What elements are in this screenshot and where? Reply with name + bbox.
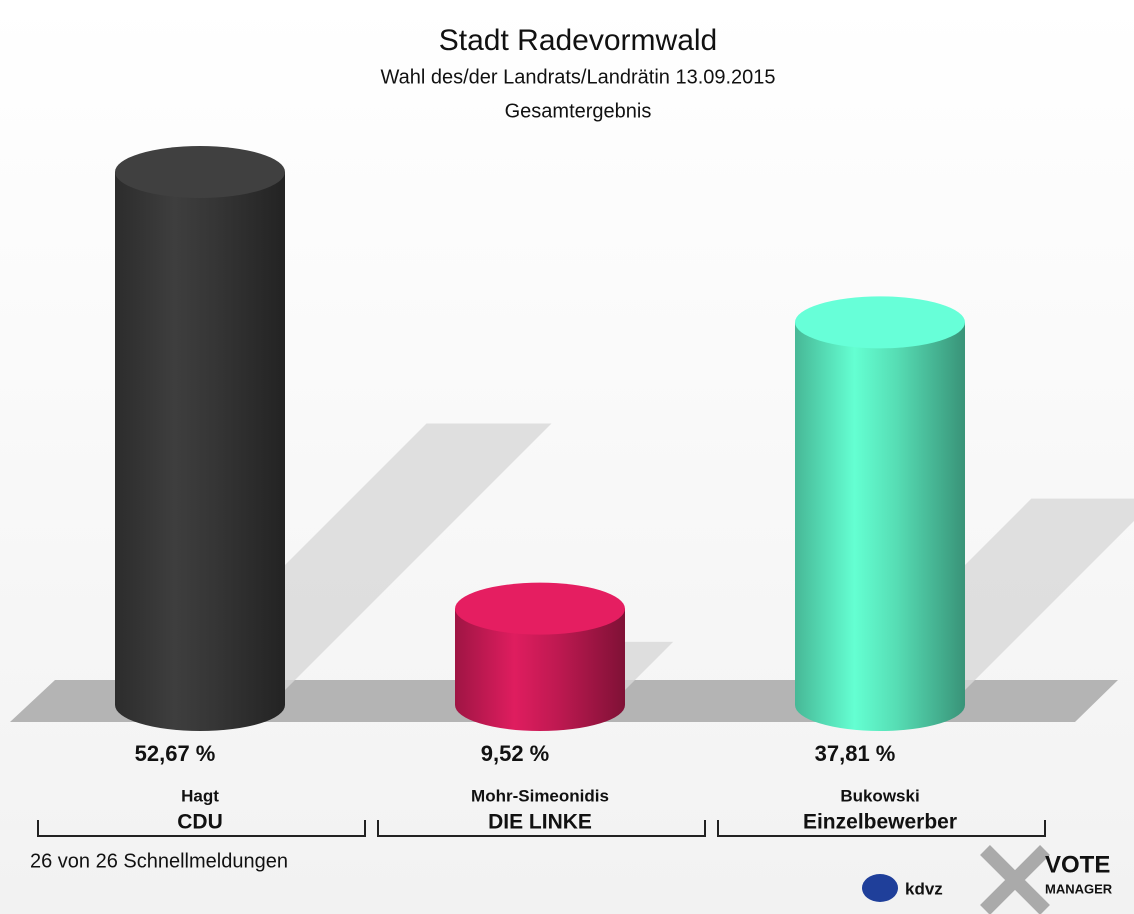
value-label: 52,67 % (135, 741, 216, 766)
footer: 26 von 26 Schnellmeldungen (30, 850, 288, 872)
bracket (37, 820, 366, 837)
category-label: Bukowski (840, 786, 919, 805)
bar (455, 608, 625, 731)
logo-shape (980, 845, 1050, 914)
bracket (377, 820, 706, 837)
chart-subtitle: Gesamtergebnis (505, 100, 652, 122)
bar (115, 171, 285, 731)
value-label: 37,81 % (815, 741, 896, 766)
logo: kdvz VOTE MANAGER (862, 845, 1113, 914)
group-label: DIE LINKE (488, 811, 592, 834)
bar (795, 322, 965, 731)
chart-subtitle: Wahl des/der Landrats/Landrätin 13.09.20… (380, 66, 775, 88)
category-label: Hagt (181, 786, 219, 805)
group-label: Einzelbewerber (803, 811, 957, 834)
group-label: CDU (177, 811, 223, 834)
bar-top (795, 296, 965, 349)
bracket (717, 820, 1046, 837)
bar-top (455, 582, 625, 635)
value-label: 9,52 % (481, 741, 550, 766)
logo-shape (862, 874, 898, 902)
category-label: Mohr-Simeonidis (471, 786, 609, 805)
logo-text: kdvz (905, 879, 943, 898)
logo-text: VOTE (1045, 851, 1110, 878)
logo-text: MANAGER (1045, 881, 1113, 896)
chart-title: Stadt Radevormwald (439, 24, 717, 57)
bar-top (115, 145, 285, 198)
